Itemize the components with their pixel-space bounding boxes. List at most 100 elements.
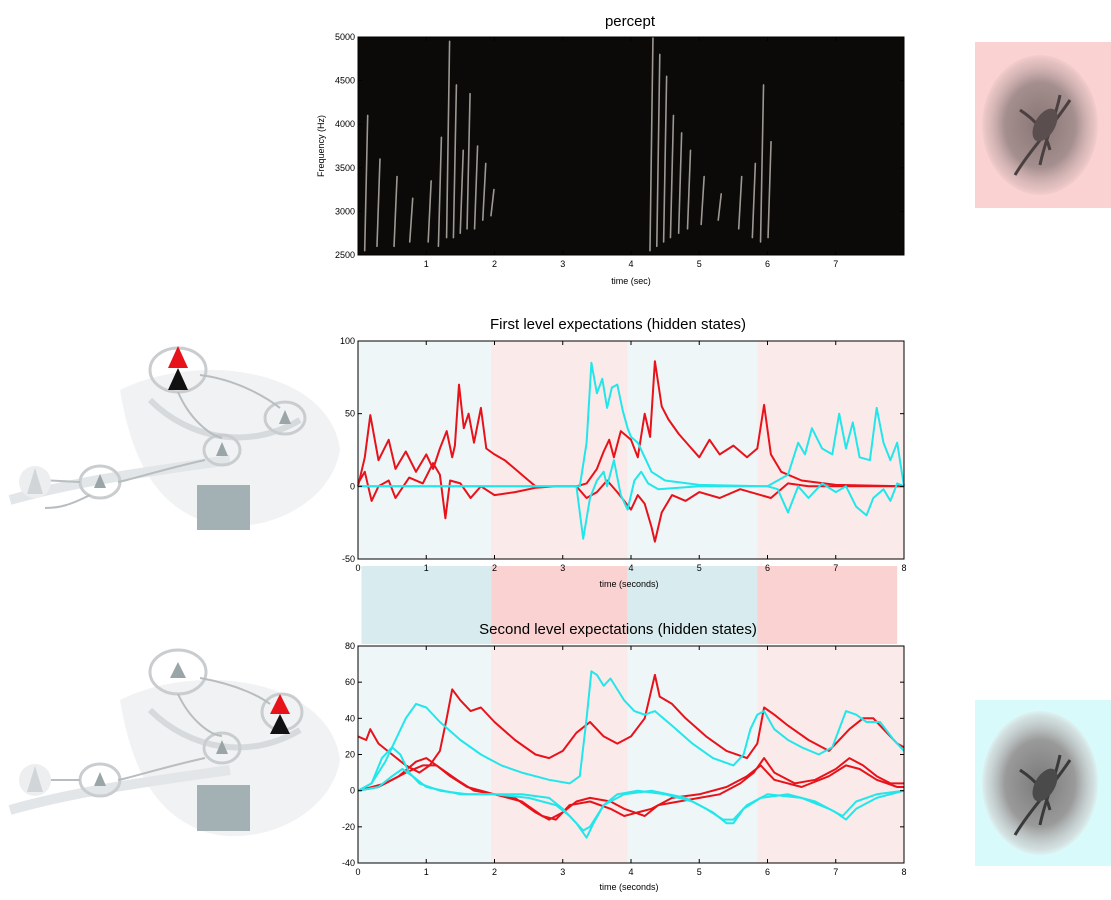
series-line [357,670,905,792]
x-tick-label: 4 [628,259,633,269]
state-band [627,566,758,644]
x-tick-label: 5 [697,563,702,573]
spectrogram-stroke [737,175,743,230]
y-tick-label: 40 [345,713,355,723]
second-level-panel: Second level expectations (hidden states… [342,621,907,892]
state-band [757,566,898,644]
x-tick-label: 6 [765,259,770,269]
x-tick-label: 1 [424,563,429,573]
spectrogram-stroke [452,84,458,239]
y-tick-label: 4000 [335,119,355,129]
axes: 0 1 2 3 4 5 6 7 8 -40 -20 0 20 40 60 80 [342,641,907,877]
x-tick-label: 7 [833,259,838,269]
spectrogram-stroke [717,193,723,221]
background-bands [358,646,904,863]
y-tick-label: 5000 [335,32,355,42]
spectrogram-stroke [662,75,668,243]
x-tick-label: 3 [560,563,565,573]
y-tick-label: -50 [342,554,355,564]
series-line [357,768,905,832]
network-diagram-icon [8,648,340,837]
spectrogram-stroke [751,162,757,239]
spectrogram-stroke [655,53,661,248]
series-line [575,479,904,543]
x-tick-label: 4 [628,563,633,573]
bird-photo-icon [975,700,1111,866]
x-tick-label: 6 [765,563,770,573]
y-tick-label: 4500 [335,76,355,86]
spectrogram-stroke [393,175,398,248]
y-tick-label: 20 [345,750,355,760]
network-diagram-icon [8,346,340,530]
x-tick-label: 5 [697,867,702,877]
y-tick-label: -40 [342,858,355,868]
first-level-panel: First level expectations (hidden states)… [340,316,907,589]
x-tick-label: 8 [901,563,906,573]
x-axis-label: time (seconds) [599,882,658,892]
x-tick-label: 4 [628,867,633,877]
y-tick-label: -20 [342,822,355,832]
state-bands [361,566,898,644]
series-line [357,764,904,821]
series-line [555,360,905,488]
series-line [357,383,537,488]
x-tick-label: 7 [833,563,838,573]
spectrogram-stroke [700,175,705,226]
spectrogram-stroke [437,136,443,248]
x-axis-label: time (seconds) [599,579,658,589]
spectrogram-stroke [759,84,765,243]
y-tick-label: 3000 [335,206,355,216]
y-tick-label: 100 [340,336,355,346]
spectrogram-stroke [408,197,414,243]
spectrogram-panel: percept 1 2 3 4 5 6 7250030003500400045005000 … [316,13,905,286]
y-tick-label: 0 [350,481,355,491]
x-tick-label: 3 [560,867,565,877]
x-tick-label: 2 [492,259,497,269]
spectrogram-stroke [376,158,381,248]
spectrogram-stroke [481,162,487,221]
spectrogram-marks [363,36,772,252]
spectrogram-background [358,37,904,255]
x-tick-label: 1 [424,867,429,877]
x-tick-label: 6 [765,867,770,877]
x-tick-label: 3 [560,259,565,269]
background-band [757,341,904,559]
x-axis-label: time (sec) [611,276,651,286]
x-tick-label: 5 [697,259,702,269]
chart-title: Second level expectations (hidden states… [479,621,757,638]
spectrogram-stroke [473,145,479,230]
spectrogram-stroke [686,149,692,230]
x-tick-label: 1 [424,259,429,269]
background-band [491,341,628,559]
y-tick-label: 50 [345,409,355,419]
x-tick-label: 7 [833,867,838,877]
spectrogram-stroke [466,92,471,230]
x-tick-label: 0 [355,867,360,877]
x-tick-label: 8 [901,867,906,877]
spectrogram-stroke [459,149,465,234]
background-band [358,341,492,559]
background-band [757,646,904,863]
y-tick-label: 80 [345,641,355,651]
series-line [358,361,905,488]
chart-title: percept [605,13,656,30]
spectrogram-stroke [669,114,675,239]
spectrogram-stroke [363,114,369,252]
spectrogram-stroke [445,40,451,239]
spectrogram-stroke [649,36,654,252]
series-lines [357,670,905,839]
y-tick-label: 3500 [335,163,355,173]
x-tick-label: 0 [355,563,360,573]
series-line [357,673,905,774]
axes: 1 2 3 4 5 6 7 2500 3000 3500 4000 4500 5000 [335,32,905,269]
background-band [491,646,628,863]
spectrogram-stroke [490,188,495,217]
bird-photo-icon [975,42,1111,208]
y-tick-label: 0 [350,786,355,796]
series-line [358,459,905,540]
chart-title: First level expectations (hidden states) [490,316,746,333]
y-tick-label: 60 [345,677,355,687]
background-band [358,646,492,863]
